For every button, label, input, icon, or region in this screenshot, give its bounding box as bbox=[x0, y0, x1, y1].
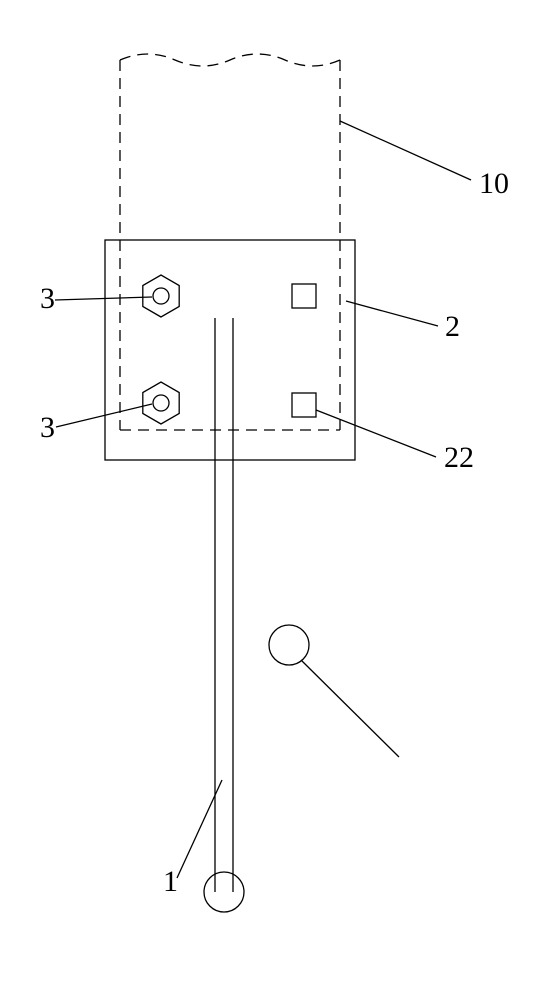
label-22: 22 bbox=[444, 441, 474, 474]
square-2 bbox=[292, 393, 316, 417]
hex-nut-hole-1 bbox=[153, 288, 169, 304]
mid-circle bbox=[269, 625, 309, 665]
leader-to2 bbox=[346, 301, 438, 326]
leader-to10 bbox=[340, 121, 471, 180]
label-3-bottom: 3 bbox=[40, 411, 55, 444]
bottom-circle bbox=[204, 872, 244, 912]
box-2 bbox=[105, 240, 355, 460]
hex-nut-2 bbox=[143, 382, 179, 424]
hex-nut-1 bbox=[143, 275, 179, 317]
leader-toMidC bbox=[301, 660, 399, 757]
leader-to3b bbox=[56, 404, 152, 427]
label-1: 1 bbox=[163, 865, 178, 898]
label-10: 10 bbox=[479, 167, 509, 200]
label-3-top: 3 bbox=[40, 282, 55, 315]
leader-to22 bbox=[316, 410, 436, 457]
square-1 bbox=[292, 284, 316, 308]
box10-top-wave bbox=[120, 54, 340, 66]
technical-diagram: 10 2 3 3 22 1 bbox=[0, 0, 552, 1000]
leader-to3a bbox=[55, 297, 152, 300]
hex-nut-hole-2 bbox=[153, 395, 169, 411]
label-2: 2 bbox=[445, 310, 460, 343]
